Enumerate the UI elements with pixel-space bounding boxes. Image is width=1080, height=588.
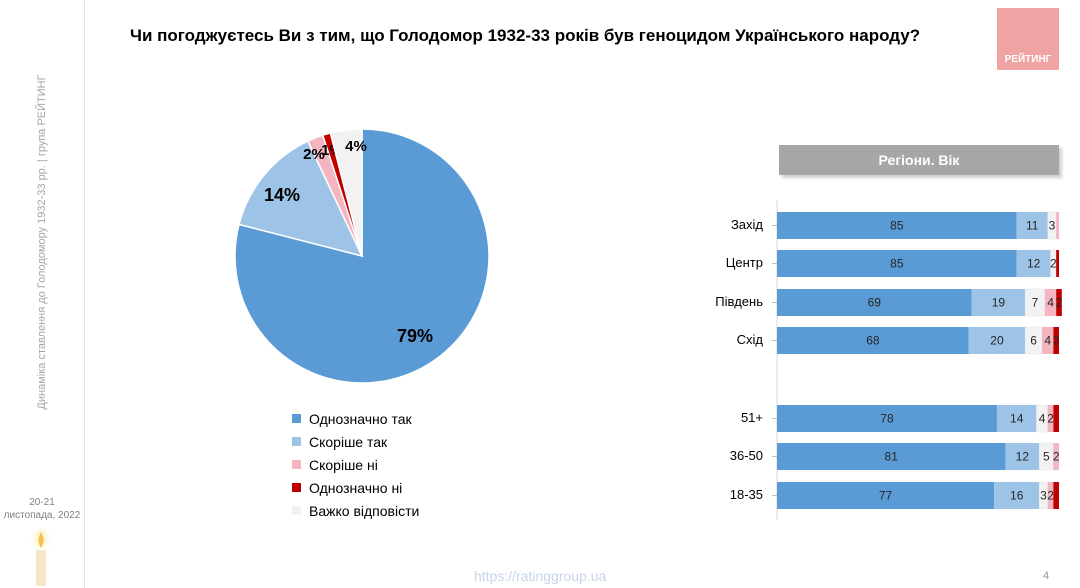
bar-segment <box>994 482 1040 509</box>
legend-swatch <box>292 414 301 423</box>
rating-logo: РЕЙТИНГ <box>997 8 1059 70</box>
page-number: 4 <box>1043 570 1050 582</box>
bar-value-label: 2 <box>1053 334 1060 348</box>
bar-value-label: 12 <box>1027 257 1041 271</box>
legend-item: Скоріше ні <box>292 453 419 476</box>
bar-value-label: 4 <box>1044 334 1051 348</box>
bar-segment <box>1016 212 1048 239</box>
bar-category-label: Центр <box>726 255 763 270</box>
bar-category-label: Південь <box>715 294 763 309</box>
legend-label: Скоріше ні <box>309 456 378 473</box>
legend-label: Скоріше так <box>309 433 388 450</box>
bar-segment <box>777 405 997 432</box>
bar-segment <box>1036 404 1048 433</box>
bar-value-label: 7 <box>1032 296 1039 310</box>
bar-value-label: 2 <box>1047 489 1054 503</box>
legend-swatch <box>292 506 301 515</box>
bar-category-label: 36-50 <box>730 448 763 463</box>
footer-url[interactable]: https://ratinggroup.ua <box>474 568 607 584</box>
legend-label: Однозначно ні <box>309 479 403 496</box>
pie-legend: Однозначно так Скоріше так Скоріше ні Одноз… <box>292 407 419 522</box>
bar-segment <box>996 405 1037 432</box>
bar-value-label: 2 <box>1056 296 1063 310</box>
bar-value-label: 3 <box>1040 489 1047 503</box>
bar-segment <box>777 443 1006 470</box>
pie-slice <box>238 140 364 258</box>
pie-chart: 79%14%2%1% 4% <box>234 128 490 384</box>
bar-value-label: 2 <box>1050 257 1057 271</box>
bar-segment <box>1042 327 1054 354</box>
bar-value-label: 2 <box>1047 412 1054 426</box>
bar-value-label: 81 <box>885 450 899 464</box>
bar-value-label: 85 <box>890 219 904 233</box>
bar-category-label: 51+ <box>741 410 763 425</box>
bar-segment <box>1047 482 1054 509</box>
pie-data-label: 79% <box>397 326 433 346</box>
sidebar: Динаміка ставлення до Голодомору 1932-33… <box>0 0 85 588</box>
bar-segment <box>1053 482 1059 509</box>
legend-swatch <box>292 483 301 492</box>
bar-segment <box>777 289 972 316</box>
bar-value-label: 14 <box>1010 412 1024 426</box>
legend-item: Однозначно так <box>292 407 419 430</box>
bar-value-label: 77 <box>879 489 893 503</box>
bar-segment <box>777 482 995 509</box>
legend-item: Важко відповісти <box>292 499 419 522</box>
bar-segment <box>968 327 1026 354</box>
survey-date-line2: листопада, 2022 <box>3 510 81 521</box>
sidebar-caption: Динаміка ставлення до Голодомору 1932-33… <box>36 74 48 410</box>
bar-segment <box>1053 443 1059 470</box>
bar-segment <box>1024 326 1043 355</box>
bar-value-label: 11 <box>1026 219 1039 233</box>
bar-value-label: 12 <box>1016 450 1030 464</box>
bar-value-label: 20 <box>990 334 1004 348</box>
survey-date: 20-21 листопада, 2022 <box>0 496 84 522</box>
survey-date-line1: 20-21 <box>29 497 55 508</box>
regions-age-header: Регіони. Вік <box>779 145 1059 175</box>
bar-value-label: 2 <box>1053 450 1060 464</box>
legend-item: Скоріше так <box>292 430 419 453</box>
bar-value-label: 5 <box>1043 450 1050 464</box>
pie-slice <box>329 128 363 257</box>
bar-value-label: 4 <box>1047 296 1054 310</box>
bar-value-label: 3 <box>1049 219 1056 233</box>
bar-category-label: 18-35 <box>730 487 763 502</box>
bar-value-label: 68 <box>866 334 880 348</box>
bar-segment <box>1056 250 1059 277</box>
bar-segment <box>777 250 1017 277</box>
bar-segment <box>1053 327 1059 354</box>
bar-segment <box>1039 481 1048 510</box>
bar-segment <box>1047 405 1054 432</box>
bar-segment <box>1053 405 1059 432</box>
bar-segment <box>1044 289 1057 316</box>
legend-label: Однозначно так <box>309 410 412 427</box>
bar-segment <box>777 212 1017 239</box>
bar-value-label: 4 <box>1039 412 1046 426</box>
bar-value-label: 69 <box>868 296 882 310</box>
bar-value-label: 85 <box>890 257 904 271</box>
candle-icon <box>30 528 52 586</box>
bar-segment <box>1005 443 1040 470</box>
bar-category-label: Схід <box>737 332 764 347</box>
bar-segment <box>971 289 1026 316</box>
legend-item: Однозначно ні <box>292 476 419 499</box>
legend-swatch <box>292 460 301 469</box>
bar-segment <box>1056 212 1059 239</box>
bar-category-label: Захід <box>731 217 763 232</box>
legend-swatch <box>292 437 301 446</box>
bar-value-label: 16 <box>1010 489 1024 503</box>
pie-data-label: 4% <box>345 138 367 155</box>
bar-segment <box>1056 289 1062 316</box>
bar-value-label: 19 <box>992 296 1006 310</box>
pie-data-label: 2% <box>303 146 325 163</box>
bar-value-label: 6 <box>1030 334 1037 348</box>
pie-data-label: 14% <box>264 185 300 205</box>
bar-value-label: 78 <box>880 412 894 426</box>
legend-label: Важко відповісти <box>309 502 420 519</box>
chart-title: Чи погоджуєтесь Ви з тим, що Голодомор 1… <box>130 26 921 45</box>
logo-text: РЕЙТИНГ <box>1004 54 1052 65</box>
bar-segment <box>777 327 969 354</box>
bar-segment <box>1016 250 1051 277</box>
